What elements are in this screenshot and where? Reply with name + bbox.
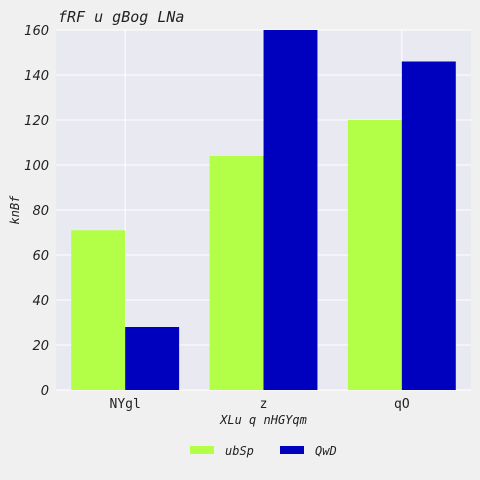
bar-ubSp-NYgl [71, 230, 126, 390]
x-axis-label: XLu q nHGYqm [219, 413, 307, 427]
y-tick-label: 20 [32, 339, 49, 354]
y-axis-ticks: 0 20 40 60 80 100 120 140 160 [24, 24, 49, 399]
legend-swatch-ubSp [190, 446, 214, 454]
y-tick-label: 0 [41, 384, 49, 399]
bar-QwD-NYgl [125, 327, 180, 390]
x-tick-label: z [260, 397, 268, 412]
bar-ubSp-qO [347, 120, 402, 390]
y-axis-label: knBf [8, 195, 22, 225]
y-tick-label: 60 [32, 249, 49, 264]
bars [71, 30, 456, 390]
bar-ubSp-z [209, 156, 264, 390]
y-tick-label: 80 [32, 204, 49, 219]
x-tick-label: NYgl [110, 397, 141, 412]
y-tick-label: 140 [24, 69, 49, 84]
x-tick-label: qO [394, 397, 410, 412]
y-tick-label: 160 [24, 24, 49, 39]
x-axis-ticks: NYgl z qO [110, 397, 410, 412]
y-tick-label: 100 [24, 159, 49, 174]
y-tick-label: 40 [32, 294, 49, 309]
legend: ubSp QwD [190, 444, 337, 458]
legend-label: QwD [315, 444, 337, 458]
legend-swatch-QwD [280, 446, 304, 454]
chart-title: fRF u gBog LNa [58, 8, 184, 26]
bar-QwD-z [263, 30, 318, 390]
bar-QwD-qO [401, 61, 456, 390]
legend-label: ubSp [225, 444, 254, 458]
y-tick-label: 120 [24, 114, 49, 129]
